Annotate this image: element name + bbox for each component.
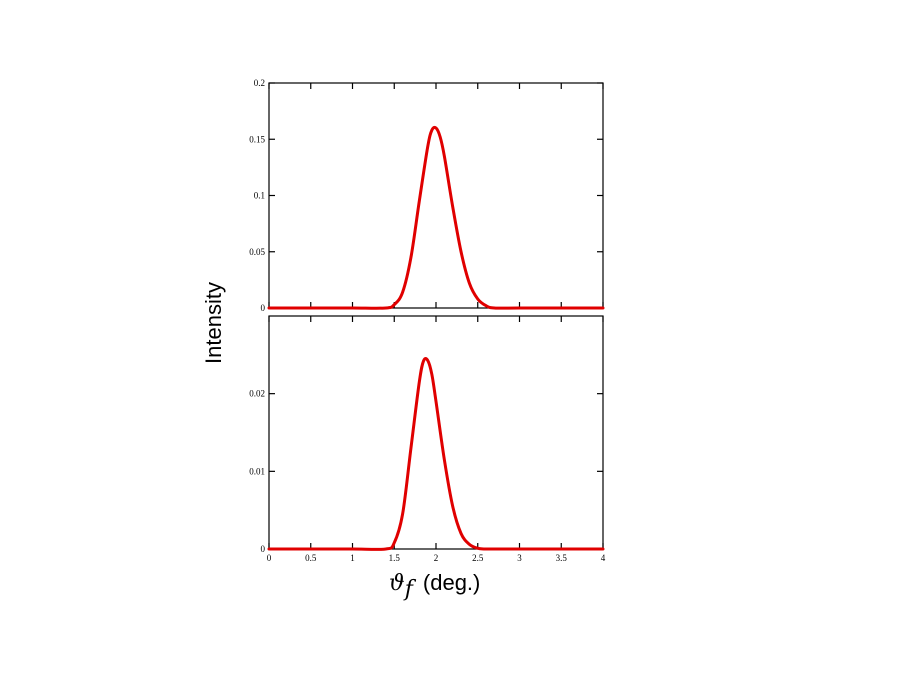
top-y-tick-label: 0.1 bbox=[254, 191, 265, 201]
top-intensity-line-0 bbox=[267, 125, 605, 310]
bottom-y-tick-label: 0.01 bbox=[249, 466, 265, 476]
y-axis-label: Intensity bbox=[201, 282, 226, 364]
bottom-panel: 0 0.5 1 1.5 2 2.5 3 3.5 4 0 0.01 0.02 bbox=[249, 315, 606, 563]
x-axis-label: ϑf (deg.) bbox=[389, 570, 480, 602]
x-axis-subscript: f bbox=[403, 577, 417, 602]
bottom-x-tick-label: 1 bbox=[350, 553, 355, 563]
bottom-y-tick-label: 0.02 bbox=[249, 389, 265, 399]
top-panel: 0 0.05 0.1 0.15 0.2 bbox=[249, 78, 605, 313]
bottom-x-tick-label: 3 bbox=[517, 553, 522, 563]
top-y-tick-label: 0.2 bbox=[254, 78, 265, 88]
bottom-x-tick-label: 0.5 bbox=[305, 553, 317, 563]
bottom-y-tick-label: 0 bbox=[261, 544, 266, 554]
top-y-tick-label: 0.05 bbox=[249, 247, 265, 257]
top-y-tick-label: 0.15 bbox=[249, 134, 265, 144]
top-y-tick-label: 0 bbox=[261, 303, 266, 313]
bottom-x-tick-label: 2.5 bbox=[472, 553, 484, 563]
bottom-x-tick-label: 0 bbox=[267, 553, 272, 563]
bottom-x-tick-label: 3.5 bbox=[556, 553, 568, 563]
x-axis-symbol: ϑ bbox=[389, 571, 405, 596]
x-axis-unit: (deg.) bbox=[423, 570, 480, 595]
bottom-plot-frame bbox=[268, 315, 604, 550]
top-plot-frame bbox=[268, 82, 604, 309]
bottom-intensity-line-0 bbox=[267, 357, 605, 551]
bottom-x-tick-label: 2 bbox=[434, 553, 439, 563]
bottom-x-tick-label: 4 bbox=[601, 553, 606, 563]
bottom-x-tick-label: 1.5 bbox=[389, 553, 401, 563]
